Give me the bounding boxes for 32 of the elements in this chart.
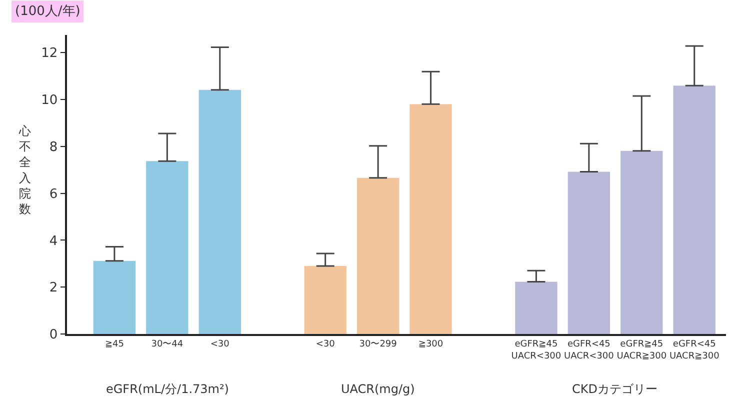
x-tick-label: 30〜44 [151, 340, 184, 350]
x-tick-label: eGFR≧45 UACR<300 [511, 340, 562, 362]
bar [93, 260, 136, 334]
text: (100人/年) [15, 4, 80, 19]
bar [515, 282, 558, 334]
x-tick-label: eGFR≧45 UACR≧300 [616, 340, 667, 362]
x-tick-label: <30 [210, 340, 230, 350]
y-tick-label: 2 [49, 280, 58, 296]
y-tick-label: 4 [49, 234, 58, 249]
y-tick-label: 12 [41, 46, 58, 62]
y-tick-label: 10 [41, 93, 58, 108]
bar [304, 266, 346, 334]
text: CKDカテゴリー [572, 382, 658, 396]
x-tick-label: ≧300 [418, 340, 444, 350]
bar [673, 86, 716, 334]
bar [356, 178, 400, 334]
y-tick-label: 6 [49, 186, 58, 202]
y-axis-title: 心不全入院数 [18, 124, 31, 216]
y-tick-label: 0 [49, 328, 58, 343]
bar [198, 90, 241, 334]
bar [620, 150, 663, 334]
bar [146, 161, 188, 334]
x-tick-label: eGFR<45 UACR<300 [564, 340, 614, 362]
text: UACR(mg/g) [341, 382, 415, 396]
x-tick-label: 30〜299 [359, 340, 398, 350]
x-tick-label: ≧45 [104, 340, 124, 350]
x-tick-label: <30 [316, 340, 336, 350]
text: eGFR(mL/分/1.73m²) [106, 382, 229, 396]
y-tick-label: 8 [49, 140, 58, 155]
x-tick-label: eGFR<45 UACR≧300 [669, 340, 720, 362]
bar [568, 172, 610, 334]
bar [410, 104, 452, 334]
